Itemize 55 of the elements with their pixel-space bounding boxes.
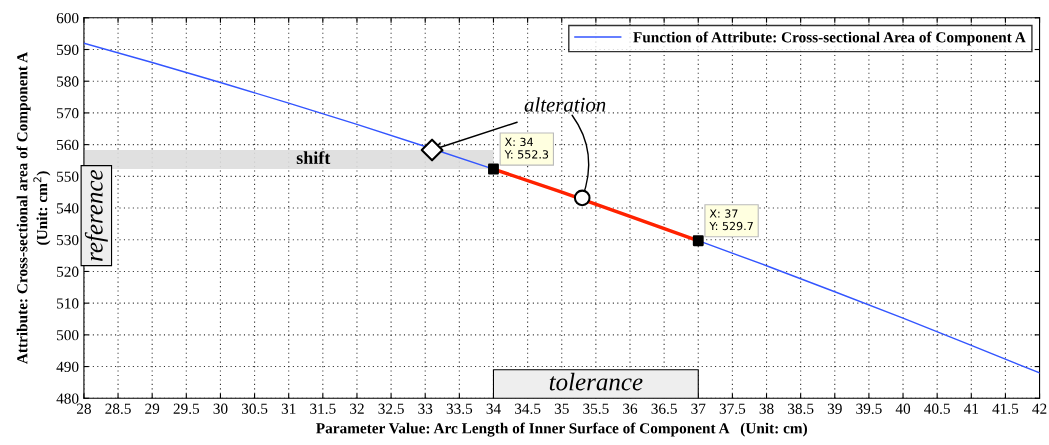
- point: [692, 235, 704, 247]
- y-tick-label: 580: [57, 76, 79, 87]
- y-tick-label: 570: [57, 108, 79, 119]
- point: [488, 163, 499, 175]
- x-tick-label: 29: [145, 403, 160, 414]
- x-tick-label: 40.5: [924, 403, 950, 414]
- x-tick-label: 38.5: [788, 403, 814, 414]
- x-tick-label: 42: [1032, 403, 1047, 414]
- annotation: X: 37 Y: 529.7: [709, 209, 753, 231]
- y-tick-label: 550: [57, 171, 79, 182]
- band-label: shift: [296, 151, 331, 165]
- y-axis-title: Attribute: Cross-sectional area of Component A (Unit: cm$^{2}$): [16, 52, 51, 364]
- x-tick-label: 35: [554, 403, 569, 414]
- x-tick-label: 41.5: [992, 403, 1019, 414]
- y-tick-label: 600: [56, 12, 79, 24]
- x-tick-label: 28.5: [105, 403, 131, 414]
- legend-label: Function of Attribute: Cross-sectional Area of Component A: [633, 31, 1026, 46]
- x-tick-label: 35.5: [583, 403, 609, 414]
- y-tick-label: 560: [57, 139, 79, 151]
- annotation: reference: [84, 169, 108, 261]
- band-label: tolerance: [549, 372, 643, 391]
- x-tick-label: 31: [281, 403, 296, 414]
- x-tick-label: 39: [827, 403, 842, 414]
- x-axis-title: Parameter Value: Arc Length of Inner Surface of Component A (Unit: cm): [316, 422, 807, 437]
- y-tick-label: 490: [56, 361, 79, 373]
- y-tick-label: 540: [57, 203, 79, 214]
- x-tick-label: 28: [76, 403, 91, 414]
- y-tick-label: 480: [56, 393, 79, 404]
- annotation: alteration: [524, 97, 606, 112]
- y-tick-label: 530: [57, 234, 79, 246]
- x-tick-label: 30.5: [241, 403, 268, 414]
- x-tick-label: 32: [350, 403, 364, 414]
- y-tick-label: 590: [57, 44, 79, 55]
- x-tick-label: 33: [418, 403, 433, 414]
- x-tick-label: 36.5: [651, 403, 677, 414]
- x-tick-label: 34.5: [514, 403, 541, 414]
- x-tick-label: 29.5: [173, 403, 200, 414]
- x-tick-label: 41: [963, 403, 979, 414]
- x-tick-label: 36: [623, 403, 638, 414]
- y-tick-label: 520: [57, 266, 79, 277]
- point: [420, 138, 444, 162]
- x-tick-label: 38: [759, 403, 774, 414]
- x-tick-label: 39.5: [856, 403, 882, 414]
- y-tick-label: 510: [57, 298, 79, 309]
- x-tick-label: 40: [895, 403, 911, 414]
- x-tick-label: 34: [486, 403, 501, 414]
- x-tick-label: 33.5: [446, 403, 473, 414]
- annotation: X: 34 Y: 552.3: [504, 137, 549, 159]
- x-tick-label: 37.5: [719, 403, 746, 414]
- point: [573, 189, 591, 207]
- y-tick-label: 500: [57, 330, 79, 341]
- x-tick-label: 30: [213, 403, 228, 414]
- x-tick-label: 31.5: [310, 403, 336, 414]
- x-tick-label: 32.5: [378, 403, 404, 414]
- x-tick-label: 37: [691, 403, 706, 414]
